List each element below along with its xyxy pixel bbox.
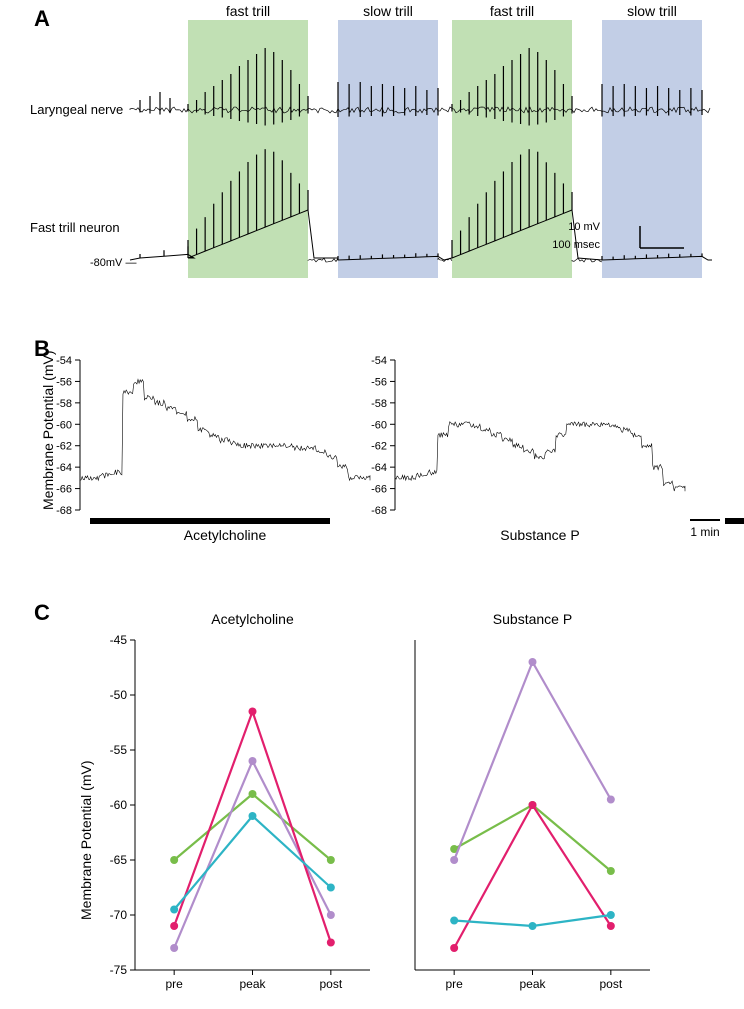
svg-text:-65: -65 (110, 853, 128, 867)
svg-text:peak: peak (519, 977, 546, 991)
svg-text:-68: -68 (56, 505, 72, 517)
svg-text:-70: -70 (110, 908, 128, 922)
svg-text:slow trill: slow trill (627, 3, 677, 19)
svg-text:-56: -56 (56, 376, 72, 388)
svg-text:post: post (319, 977, 342, 991)
svg-text:-54: -54 (371, 355, 387, 367)
svg-text:Acetylcholine: Acetylcholine (211, 611, 294, 627)
svg-text:post: post (599, 977, 622, 991)
svg-text:-66: -66 (371, 484, 387, 496)
svg-text:-64: -64 (56, 462, 72, 474)
svg-text:slow trill: slow trill (363, 3, 413, 19)
svg-text:10 mV: 10 mV (568, 221, 600, 233)
svg-text:pre: pre (165, 977, 183, 991)
svg-text:-56: -56 (371, 376, 387, 388)
svg-text:peak: peak (239, 977, 266, 991)
svg-text:Substance P: Substance P (493, 611, 572, 627)
svg-text:pre: pre (445, 977, 463, 991)
svg-text:-80mV —: -80mV — (90, 257, 136, 269)
svg-text:-64: -64 (371, 462, 387, 474)
svg-text:-50: -50 (110, 688, 128, 702)
svg-text:-45: -45 (110, 633, 128, 647)
svg-text:-75: -75 (110, 963, 128, 977)
svg-text:Fast trill neuron: Fast trill neuron (30, 220, 120, 235)
svg-text:-60: -60 (56, 419, 72, 431)
figure: A fast trillslow trillfast trillslow tri… (0, 0, 744, 1009)
svg-text:-60: -60 (371, 419, 387, 431)
svg-text:Acetylcholine: Acetylcholine (184, 527, 267, 543)
panel-c-svg: -75 -70 -65 -60 -55 -50 -45 pre peak post Acetylch… (0, 600, 744, 1000)
svg-text:-58: -58 (56, 398, 72, 410)
svg-text:-68: -68 (371, 505, 387, 517)
svg-text:-62: -62 (56, 441, 72, 453)
svg-text:-62: -62 (371, 441, 387, 453)
panel-b-svg: -68 -66 -64 -62 -60 -58 -56 -54 -68 -66 -64 -62 -60 -… (0, 340, 744, 560)
svg-text:100 msec: 100 msec (552, 239, 600, 251)
svg-text:-58: -58 (371, 398, 387, 410)
panel-a-svg: fast trill slow trill fast trill slow trill… (0, 0, 744, 300)
svg-text:1 min: 1 min (690, 525, 719, 539)
svg-text:-66: -66 (56, 484, 72, 496)
svg-text:fast trill: fast trill (226, 3, 270, 19)
svg-text:fast trill: fast trill (490, 3, 534, 19)
svg-text:-54: -54 (56, 355, 72, 367)
svg-text:Substance P: Substance P (500, 527, 579, 543)
svg-text:-55: -55 (110, 743, 128, 757)
svg-text:Laryngeal nerve: Laryngeal nerve (30, 102, 123, 117)
svg-text:-60: -60 (110, 798, 128, 812)
